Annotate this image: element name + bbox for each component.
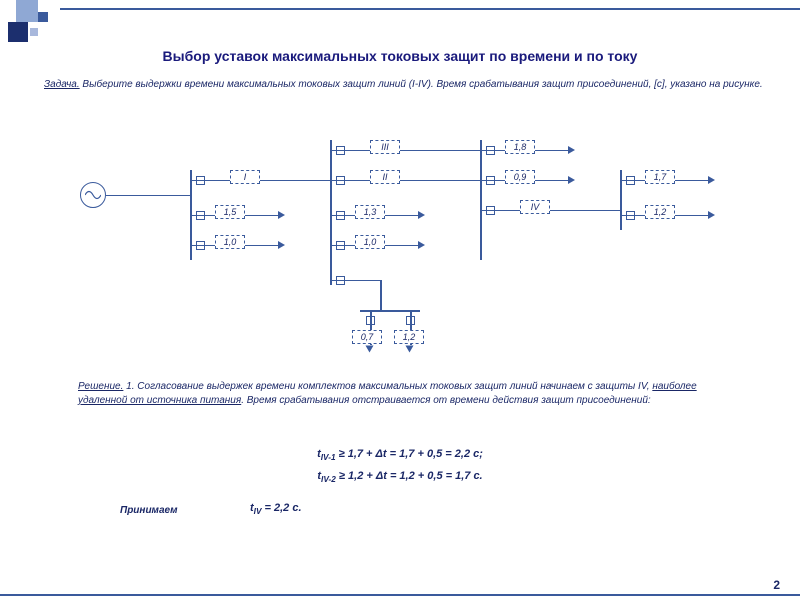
arrow-b2d2 bbox=[406, 346, 414, 353]
arrow-b2f2 bbox=[418, 241, 425, 249]
bottom-rule bbox=[0, 594, 800, 596]
line-III bbox=[330, 150, 480, 151]
top-rule bbox=[60, 8, 800, 10]
task-block: Задача. Выберите выдержки времени максим… bbox=[44, 78, 770, 92]
arrow-b4f2 bbox=[708, 211, 715, 219]
arrow-b2f1 bbox=[418, 211, 425, 219]
accept-value: tIV = 2,2 с. bbox=[250, 502, 302, 516]
formula-1: tIV-1 ≥ 1,7 + Δt = 1,7 + 0,5 = 2,2 с; bbox=[0, 448, 800, 462]
relay-II bbox=[336, 176, 345, 185]
line-I bbox=[190, 180, 330, 181]
arrow-b1f1 bbox=[278, 211, 285, 219]
line-label-I: I bbox=[230, 170, 260, 184]
accept-label: Принимаем bbox=[120, 505, 177, 516]
bus-4 bbox=[620, 170, 622, 230]
solution-text2: . Время срабатывания отстраивается от вр… bbox=[241, 395, 651, 406]
relay-b2d2 bbox=[406, 316, 415, 325]
task-text: Выберите выдержки времени максимальных т… bbox=[80, 79, 763, 90]
b2f2-val: 1,0 bbox=[355, 235, 385, 249]
task-label: Задача. bbox=[44, 79, 80, 90]
solution-label: Решение. bbox=[78, 381, 123, 392]
gen-to-bus1 bbox=[106, 195, 190, 196]
b1f2-val: 1,0 bbox=[215, 235, 245, 249]
b2d2-val: 1,2 bbox=[394, 330, 424, 344]
relay-I bbox=[196, 176, 205, 185]
b4f2-val: 1,2 bbox=[645, 205, 675, 219]
relay-IV bbox=[486, 206, 495, 215]
b2f1-val: 1,3 bbox=[355, 205, 385, 219]
line-label-IV: IV bbox=[520, 200, 550, 214]
arrow-b3f2 bbox=[568, 176, 575, 184]
b3f1-val: 1,8 bbox=[505, 140, 535, 154]
formula-2: tIV-2 ≥ 1,2 + Δt = 1,2 + 0,5 = 1,7 с. bbox=[0, 470, 800, 484]
page-number: 2 bbox=[773, 578, 780, 592]
arrow-b4f1 bbox=[708, 176, 715, 184]
relay-III bbox=[336, 146, 345, 155]
relay-b2d bbox=[336, 276, 345, 285]
b2d1-val: 0,7 bbox=[352, 330, 382, 344]
circuit-diagram: I III II IV 1,5 1,0 1,3 1,0 0,7 1,2 1,8 … bbox=[60, 120, 740, 360]
solution-text1: 1. Согласование выдержек времени комплек… bbox=[123, 381, 652, 392]
solution-block: Решение. 1. Согласование выдержек времен… bbox=[78, 380, 740, 408]
b1f1-val: 1,5 bbox=[215, 205, 245, 219]
b4f1-val: 1,7 bbox=[645, 170, 675, 184]
relay-b2d1 bbox=[366, 316, 375, 325]
arrow-b1f2 bbox=[278, 241, 285, 249]
line-label-II: II bbox=[370, 170, 400, 184]
bus-2 bbox=[330, 140, 332, 285]
line-label-III: III bbox=[370, 140, 400, 154]
line-II bbox=[330, 180, 480, 181]
page-title: Выбор уставок максимальных токовых защит… bbox=[0, 48, 800, 64]
b2-down-v bbox=[380, 280, 382, 310]
generator-icon bbox=[80, 182, 106, 208]
arrow-b2d1 bbox=[366, 346, 374, 353]
line-IV bbox=[480, 210, 620, 211]
arrow-b3f1 bbox=[568, 146, 575, 154]
bus-3 bbox=[480, 140, 482, 260]
b3f2-val: 0,9 bbox=[505, 170, 535, 184]
